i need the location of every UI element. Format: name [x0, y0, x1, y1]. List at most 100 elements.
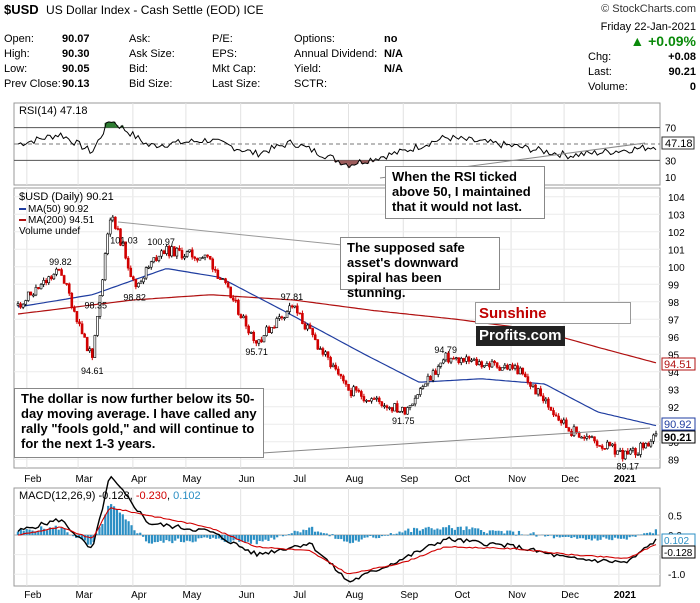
candle-body	[372, 398, 376, 400]
candle-body	[126, 257, 130, 269]
candle-body	[44, 280, 48, 284]
candle-body	[55, 268, 58, 275]
candle-body	[19, 303, 22, 308]
macd-hist-bar	[290, 533, 293, 536]
candle-body	[175, 247, 179, 257]
rsi-tick-3: 10	[665, 173, 677, 184]
candle-body	[213, 268, 217, 271]
candle-body	[365, 400, 368, 402]
x-tick-2: Apr	[131, 474, 147, 485]
macd-hist-bar	[104, 514, 107, 536]
candle-body	[67, 283, 71, 294]
candle-body	[47, 276, 51, 284]
price-tick-9: 95	[668, 350, 680, 361]
candle-body	[539, 388, 542, 397]
macd-hist-bar	[22, 530, 25, 536]
macd-legend-macd: -0.128	[98, 490, 129, 502]
instrument-name: US Dollar Index - Cash Settle (EOD)	[46, 3, 241, 17]
macd-hist-bar	[334, 535, 337, 539]
candle-body	[272, 327, 276, 329]
candle-body	[370, 398, 373, 402]
macd-hist-bar	[316, 531, 320, 536]
macd-hist-bar	[281, 535, 285, 537]
macd-legend: MACD(12,26,9) -0.128, -0.230, 0.102	[19, 490, 201, 502]
candle-body	[442, 359, 445, 364]
macd-x-axis: Feb Mar Apr May Jun Jul Aug Sep Oct Nov Dec 2021	[24, 590, 636, 601]
candle-body	[462, 358, 466, 362]
candle-body	[80, 323, 84, 335]
macd-hist-bar	[246, 535, 250, 542]
macd-hist-bar	[427, 526, 430, 536]
macd-hist-bar	[115, 509, 119, 536]
candle-body	[582, 436, 586, 439]
macd-legend-hist: 0.102	[173, 490, 201, 502]
candle-body	[32, 294, 35, 297]
candle-body	[388, 407, 391, 409]
macd-hist-bar	[174, 535, 177, 541]
rsi-line	[17, 121, 657, 169]
macd-hist-bar	[267, 535, 270, 541]
candle-body	[654, 433, 658, 436]
macd-hist-bar	[48, 527, 52, 536]
candle-body	[93, 335, 97, 358]
candle-body	[295, 305, 299, 314]
rsi-last-label: 47.18	[665, 138, 693, 150]
price-last-box	[661, 430, 696, 444]
candle-body	[600, 445, 604, 449]
candle-body	[416, 394, 420, 399]
candle-body	[457, 357, 461, 363]
quote-header: $USD US Dollar Index - Cash Settle (EOD)…	[0, 0, 700, 101]
macd-hist-bar	[66, 532, 69, 536]
macd-hist-bar	[599, 535, 602, 540]
candle-body	[311, 328, 314, 336]
candle-body	[413, 397, 417, 405]
macd-hist-bar	[194, 535, 197, 542]
macd-hist-bar	[43, 528, 46, 536]
candle-body	[495, 362, 499, 368]
macd-hist-bar	[37, 530, 40, 536]
macd-hist-bar	[159, 535, 162, 541]
candle-body	[626, 450, 630, 455]
fund-label-2: Mkt Cap:	[212, 63, 257, 75]
macd-tick-3: -1.0	[668, 570, 686, 581]
macd-hist-bar	[60, 527, 63, 536]
candle-body	[329, 357, 332, 368]
candle-body	[383, 405, 386, 408]
x-tick-5: Jul	[293, 474, 306, 485]
candle-body	[139, 281, 143, 284]
candle-body	[260, 339, 263, 343]
candle-body	[493, 360, 496, 364]
candle-body	[172, 246, 176, 257]
summary-value-0: +0.08	[668, 51, 696, 63]
candle-body	[119, 228, 122, 246]
x-tick-8: Oct	[455, 590, 471, 601]
macd-hist-bar	[98, 527, 101, 536]
opt-label-0: Options:	[294, 33, 335, 45]
candle-body	[649, 441, 653, 447]
macd-hist-bar	[232, 535, 235, 541]
macd-hist-bar	[380, 535, 384, 537]
macd-hist-bar	[150, 535, 154, 544]
price-tick-2: 102	[668, 228, 685, 239]
macd-hist-bar	[517, 530, 521, 536]
candle-body	[229, 286, 232, 299]
macd-hist-bar	[634, 535, 637, 537]
macd-hist-bar	[436, 528, 439, 536]
candle-body	[639, 442, 642, 455]
candle-body	[50, 276, 53, 280]
candle-body	[180, 250, 184, 259]
macd-hist-bar	[72, 535, 75, 537]
price-tick-11: 93	[668, 385, 680, 396]
summary-value-1: 90.21	[668, 66, 696, 78]
candle-body	[165, 246, 168, 254]
x-tick-3: May	[182, 474, 201, 485]
candle-body	[265, 326, 268, 336]
candle-body	[170, 246, 174, 257]
candle-body	[283, 317, 286, 319]
candle-body	[565, 419, 568, 428]
candle-body	[290, 305, 294, 308]
candle-body	[598, 445, 601, 447]
legend-ma200: MA(200) 94.51	[28, 215, 95, 226]
macd-hist-bar	[596, 535, 599, 541]
candle-body	[85, 337, 89, 352]
